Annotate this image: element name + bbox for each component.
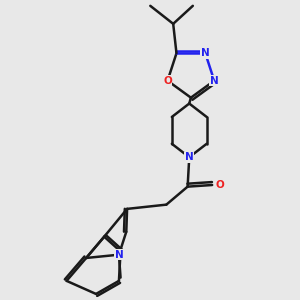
Text: O: O: [163, 76, 172, 86]
Text: N: N: [185, 152, 194, 162]
Text: N: N: [201, 48, 210, 58]
Text: N: N: [115, 250, 123, 260]
Text: O: O: [216, 180, 225, 190]
Text: N: N: [210, 76, 219, 86]
